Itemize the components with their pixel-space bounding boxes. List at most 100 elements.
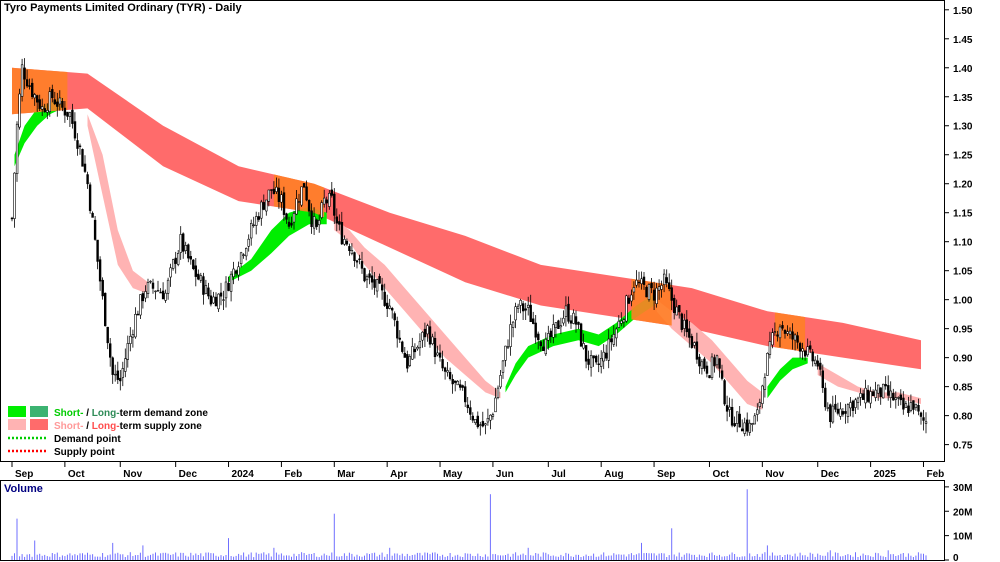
candle-body	[370, 275, 374, 283]
candle-body	[333, 193, 336, 216]
legend-label-part: term demand zone	[120, 408, 209, 419]
candle-body	[277, 187, 281, 202]
candle-body	[111, 357, 114, 375]
candle-body	[829, 404, 832, 423]
candles-layer	[10, 58, 928, 437]
candle-body	[924, 421, 928, 424]
candle-body	[554, 322, 558, 329]
candle-body	[139, 294, 142, 316]
legend-swatch	[8, 406, 26, 417]
candle-body	[260, 201, 263, 219]
candle-body	[587, 358, 590, 365]
candle-body	[657, 286, 661, 291]
candle-body	[310, 210, 313, 228]
candle-body	[604, 352, 608, 359]
candle-body	[56, 101, 59, 107]
candle-body	[914, 403, 918, 408]
candle-body	[662, 273, 666, 285]
candle-body	[83, 163, 87, 172]
candle-body	[597, 363, 600, 365]
time-tick-label: Nov	[123, 469, 142, 480]
price-tick-label: 1.10	[953, 238, 973, 249]
candle-body	[690, 336, 694, 348]
candle-body	[149, 280, 152, 283]
candle-body	[141, 293, 145, 302]
candle-body	[451, 378, 454, 385]
candle-body	[187, 244, 190, 259]
candle-body	[675, 306, 678, 316]
candle-body	[821, 370, 825, 388]
candle-body	[869, 391, 872, 404]
candle-body	[504, 345, 507, 361]
candle-body	[390, 307, 394, 311]
candle-body	[685, 319, 689, 333]
candle-body	[292, 213, 296, 223]
candle-body	[96, 239, 99, 262]
time-tick-label: Mar	[337, 469, 355, 480]
volume-axis: 0 10M 20M 30M	[944, 483, 972, 562]
candle-body	[693, 342, 696, 346]
candle-body	[856, 397, 860, 403]
short-term-demand-zone	[767, 357, 808, 399]
candle-body	[61, 101, 64, 108]
candle-body	[640, 278, 643, 284]
candle-body	[803, 350, 807, 357]
candle-body	[748, 422, 752, 433]
candle-body	[766, 352, 769, 376]
candle-body	[174, 257, 177, 264]
candle-body	[678, 305, 681, 313]
candle-body	[740, 428, 744, 432]
candle-body	[607, 338, 611, 361]
candle-body	[151, 282, 155, 289]
candle-body	[13, 172, 16, 219]
candle-body	[104, 292, 107, 327]
candle-body	[562, 317, 565, 324]
candle-body	[909, 402, 913, 412]
candle-body	[768, 341, 772, 355]
candle-body	[521, 303, 525, 312]
candle-body	[650, 282, 653, 289]
candle-body	[912, 400, 915, 410]
candle-body	[811, 351, 814, 362]
candle-body	[43, 108, 47, 113]
candle-body	[315, 219, 318, 227]
candle-body	[531, 318, 535, 324]
candle-body	[710, 356, 714, 379]
candle-body	[224, 281, 228, 299]
legend-label: Short- / Long-term demand zone	[54, 408, 208, 419]
price-tick-label: 0.95	[953, 325, 973, 336]
candle-body	[15, 123, 19, 174]
candle-body	[161, 290, 165, 300]
candle-body	[345, 240, 349, 245]
candle-body	[461, 385, 464, 388]
candle-body	[172, 259, 175, 269]
candle-body	[456, 380, 459, 386]
time-tick-label: Dec	[821, 469, 840, 480]
price-tick-label: 0.75	[953, 441, 973, 452]
candle-body	[373, 279, 376, 288]
candle-body	[670, 287, 673, 301]
candle-body	[665, 277, 668, 284]
candle-body	[756, 409, 759, 415]
candle-body	[874, 389, 877, 398]
price-tick-label: 1.45	[953, 35, 973, 46]
candle-body	[453, 380, 457, 383]
candle-body	[242, 254, 245, 256]
long-term-supply-zone	[12, 67, 921, 370]
candle-body	[700, 361, 704, 369]
candle-body	[524, 308, 527, 311]
legend-label-part: Demand point	[54, 434, 121, 445]
candle-body	[879, 387, 882, 397]
candle-body	[441, 359, 444, 369]
volume-tick-label: 0	[953, 553, 959, 562]
candle-body	[786, 331, 789, 334]
candle-body	[549, 330, 553, 337]
candle-body	[194, 265, 197, 277]
supply-demand-overlap-zone	[12, 67, 68, 115]
candle-body	[421, 331, 424, 341]
candle-body	[806, 346, 809, 356]
candle-body	[907, 405, 910, 413]
price-tick-label: 1.25	[953, 151, 973, 162]
price-tick-label: 1.20	[953, 180, 973, 191]
